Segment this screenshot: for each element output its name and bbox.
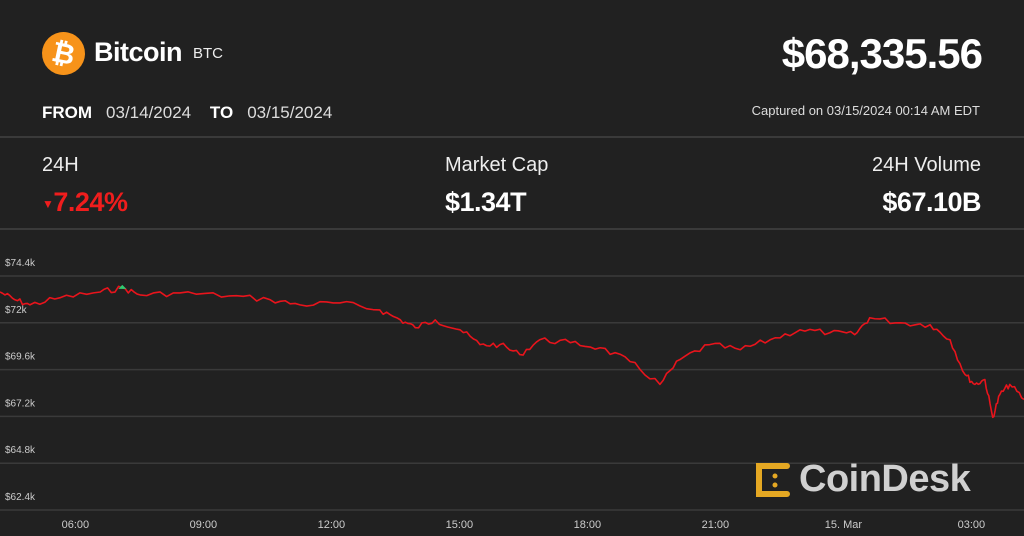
volume-value: $67.10B: [882, 187, 981, 217]
x-tick-label: 18:00: [574, 519, 602, 531]
to-label: TO: [209, 103, 234, 122]
bitcoin-logo-icon: ₿: [37, 27, 90, 80]
high-marker: [118, 284, 127, 289]
captured-timestamp: Captured on 03/15/2024 00:14 AM EDT: [751, 103, 980, 118]
date-range: FROM 03/14/2024 TO 03/15/2024: [42, 103, 346, 123]
asset-symbol: BTC: [193, 45, 223, 62]
price-chart: $74.4k $72k $69.6k $67.2k $64.8k $62.4k 06:00 0…: [0, 258, 1024, 531]
x-tick-label: 12:00: [318, 519, 346, 531]
x-tick-label: 09:00: [190, 519, 218, 531]
brand-name: CoinDesk: [799, 458, 971, 500]
current-price: $68,335.56: [781, 30, 983, 77]
y-tick-label: $67.2k: [5, 398, 36, 409]
y-tick-label: $69.6k: [5, 352, 36, 363]
x-tick-label: 06:00: [62, 519, 90, 531]
to-date: 03/15/2024: [247, 103, 333, 122]
x-tick-label: 15. Mar: [825, 519, 863, 531]
change-value: ▼7.24%: [42, 187, 128, 218]
market-cap-value: $1.34T: [445, 187, 527, 217]
x-tick-label: 21:00: [702, 519, 730, 531]
market-cap-label: Market Cap: [445, 154, 549, 176]
change-percent: 7.24%: [53, 187, 128, 217]
caret-down-icon: ▼: [42, 196, 54, 211]
price-line: [0, 285, 1024, 419]
coindesk-watermark: CoinDesk: [753, 458, 971, 501]
change-label: 24H: [42, 154, 79, 176]
y-tick-label: $62.4k: [5, 492, 36, 503]
y-tick-label: $72k: [5, 305, 28, 316]
divider: [0, 228, 1024, 230]
from-date: 03/14/2024: [106, 103, 192, 122]
y-tick-label: $74.4k: [5, 258, 36, 269]
x-tick-label: 15:00: [446, 519, 474, 531]
y-tick-label: $64.8k: [5, 445, 36, 456]
divider: [0, 136, 1024, 138]
asset-name: Bitcoin: [94, 37, 183, 67]
coindesk-logo-icon: [756, 462, 790, 497]
from-label: FROM: [42, 103, 93, 122]
x-tick-label: 03:00: [958, 519, 986, 531]
volume-label: 24H Volume: [872, 154, 981, 176]
